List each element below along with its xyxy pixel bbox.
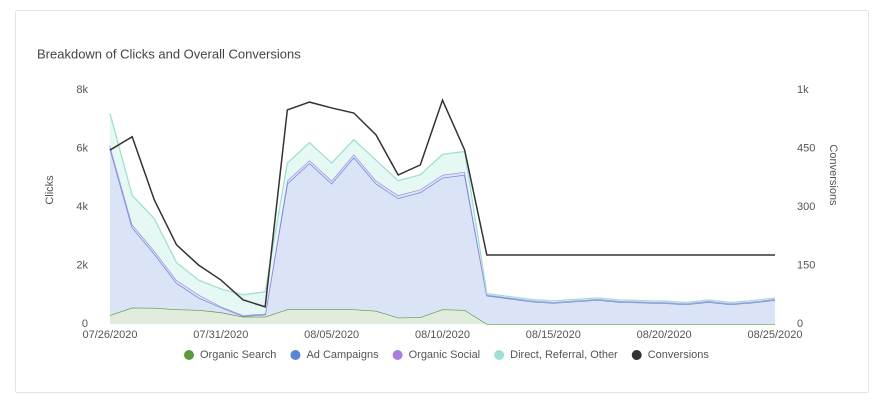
legend-marker	[494, 350, 505, 360]
conversions-line	[109, 98, 775, 308]
y-tick-label: 6k	[76, 142, 88, 154]
legend-marker	[392, 350, 403, 360]
y-axis-label: Clicks	[44, 175, 56, 205]
area-fill	[110, 148, 775, 324]
legend-label: Organic Search	[200, 349, 276, 361]
y2-tick-label: 0	[797, 318, 803, 330]
x-tick-label: 07/26/2020	[82, 329, 137, 341]
x-tick-label: 08/10/2020	[415, 329, 470, 341]
legend-label: Ad Campaigns	[306, 349, 379, 361]
legend-marker	[184, 350, 194, 360]
x-tick-label: 08/20/2020	[637, 329, 692, 341]
x-tick-label: 08/25/2020	[747, 329, 802, 341]
legend-label: Conversions	[648, 349, 710, 361]
area-fill	[110, 307, 775, 324]
x-tick-label: 08/15/2020	[526, 329, 581, 341]
y2-axis-label: Conversions	[827, 144, 839, 206]
legend-label: Organic Social	[409, 349, 481, 361]
y-tick-label: 0	[82, 318, 88, 330]
y2-tick-label: 450	[797, 142, 815, 154]
y-tick-label: 4k	[76, 201, 88, 213]
y2-tick-label: 300	[797, 201, 815, 213]
y-tick-label: 8k	[76, 84, 88, 96]
legend-label: Direct, Referral, Other	[510, 349, 618, 361]
x-tick-label: 07/31/2020	[193, 329, 248, 341]
legend-marker	[290, 350, 301, 360]
y-tick-label: 2k	[76, 259, 88, 271]
x-tick-label: 08/05/2020	[304, 329, 359, 341]
y2-tick-label: 150	[797, 259, 815, 271]
y2-tick-label: 1k	[797, 84, 809, 96]
legend-marker	[631, 350, 642, 360]
chart-title: Breakdown of Clicks and Overall Conversi…	[37, 46, 301, 61]
area-line	[109, 113, 776, 304]
